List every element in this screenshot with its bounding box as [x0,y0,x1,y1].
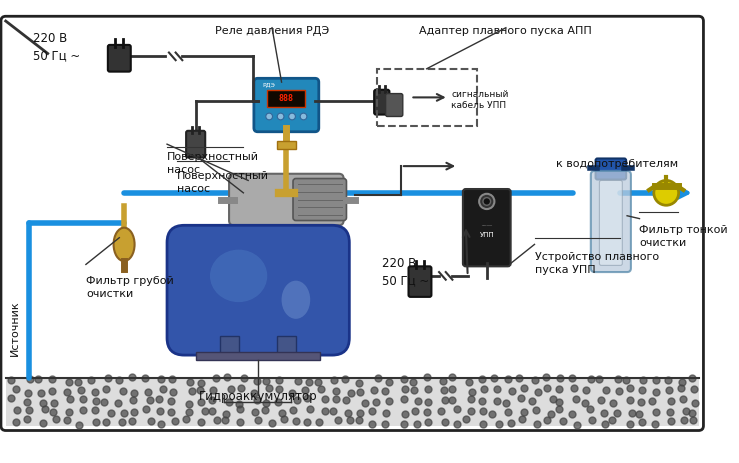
FancyBboxPatch shape [596,158,626,180]
FancyBboxPatch shape [186,131,205,157]
Text: Поверхностный
насос: Поверхностный насос [167,152,259,175]
Text: Гидроаккумулятор: Гидроаккумулятор [198,390,317,403]
Bar [6,378,698,426]
Circle shape [483,198,491,205]
FancyBboxPatch shape [409,266,432,297]
FancyBboxPatch shape [229,174,344,225]
Bar [268,90,305,107]
Circle shape [479,194,494,209]
Text: Устройство плавного
пуска УПП: Устройство плавного пуска УПП [534,252,658,275]
FancyBboxPatch shape [599,181,622,265]
FancyBboxPatch shape [108,45,131,72]
Ellipse shape [282,281,310,319]
Bar [277,336,296,355]
Circle shape [289,113,296,120]
Ellipse shape [210,250,268,302]
Text: Источник: Источник [10,300,19,356]
Text: Адаптер плавного пуска АПП: Адаптер плавного пуска АПП [420,26,592,36]
Bar [219,336,239,355]
FancyBboxPatch shape [1,16,704,431]
Text: Поверхностный
насос: Поверхностный насос [177,171,268,194]
FancyBboxPatch shape [293,179,347,220]
FancyBboxPatch shape [463,189,511,266]
FancyBboxPatch shape [374,90,389,114]
Text: сигнальный
кабель УПП: сигнальный кабель УПП [452,90,509,110]
FancyBboxPatch shape [590,171,631,272]
Circle shape [654,181,678,205]
Circle shape [277,113,284,120]
Text: УПП: УПП [480,232,494,238]
Bar [377,69,477,126]
FancyBboxPatch shape [254,78,319,132]
FancyBboxPatch shape [386,94,403,117]
Text: ____: ____ [481,221,492,226]
Text: 220 В
50 Гц ~: 220 В 50 Гц ~ [33,32,81,63]
Text: 220 В
50 Гц ~: 220 В 50 Гц ~ [382,257,429,287]
Bar [277,141,296,149]
FancyBboxPatch shape [167,225,350,355]
Text: РДЭ: РДЭ [262,82,276,87]
Text: 888: 888 [279,94,294,103]
Text: Фильтр тонкой
очистки: Фильтр тонкой очистки [639,225,728,249]
Circle shape [266,113,273,120]
Bar [196,352,320,360]
Ellipse shape [114,228,134,261]
Text: Реле давления РДЭ: Реле давления РДЭ [215,26,329,36]
Circle shape [300,113,307,120]
Text: к водопотребителям: к водопотребителям [556,159,678,169]
Text: Фильтр грубой
очистки: Фильтр грубой очистки [86,276,174,299]
